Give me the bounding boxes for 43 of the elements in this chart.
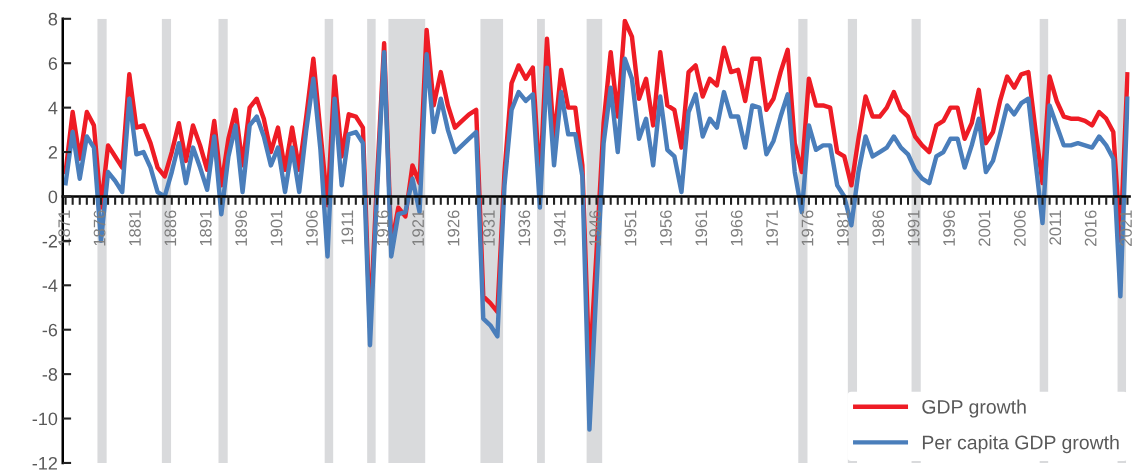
y-tick-label: -6 <box>42 323 58 337</box>
y-tick-label: 4 <box>48 101 58 115</box>
y-tick-label: 6 <box>48 57 58 70</box>
y-tick-label: -8 <box>42 368 58 381</box>
x-tick-label: 1941 <box>553 210 566 246</box>
y-tick-label: -10 <box>32 412 58 426</box>
x-tick-label: 1921 <box>412 210 425 246</box>
legend-label: GDP growth <box>922 399 1026 418</box>
x-tick-label: 1966 <box>730 210 743 246</box>
x-tick-label: 2016 <box>1084 210 1097 246</box>
x-tick-label: 1876 <box>93 210 106 246</box>
x-tick-label: 1981 <box>836 210 849 246</box>
x-tick-label: 2006 <box>1013 210 1026 246</box>
x-tick-label: 2021 <box>1120 210 1132 246</box>
legend-label: Per capita GDP growth <box>922 435 1119 454</box>
x-tick-label: 1961 <box>695 210 708 246</box>
x-tick-label: 1916 <box>376 210 389 246</box>
y-tick-label: 2 <box>48 145 57 159</box>
x-tick-label: 1956 <box>659 210 672 246</box>
y-tick-label: 0 <box>48 190 58 204</box>
x-tick-label: 2011 <box>1049 210 1062 245</box>
x-tick-label: 1881 <box>129 210 141 246</box>
x-tick-label: 1911 <box>341 210 354 245</box>
x-tick-label: 1971 <box>766 210 778 246</box>
y-tick-label: -12 <box>32 456 57 470</box>
x-tick-label: 1946 <box>589 210 601 246</box>
x-tick-label: 1986 <box>872 210 885 246</box>
x-tick-label: 1936 <box>518 210 531 246</box>
y-tick-label: -2 <box>42 234 57 248</box>
x-tick-label: 1896 <box>235 210 248 246</box>
x-tick-label: 1991 <box>907 210 920 246</box>
x-tick-label: 1976 <box>801 210 814 246</box>
x-tick-label: 1906 <box>306 210 318 246</box>
y-tick-label: -4 <box>42 279 58 292</box>
x-tick-label: 1931 <box>483 210 495 246</box>
x-tick-label: 1886 <box>164 210 177 246</box>
y-tick-label: 8 <box>48 12 58 26</box>
x-tick-label: 1926 <box>447 210 460 246</box>
x-tick-label: 1891 <box>199 210 212 246</box>
x-tick-label: 1951 <box>624 210 637 246</box>
x-tick-label: 1901 <box>270 210 283 246</box>
x-tick-label: 1996 <box>943 210 955 246</box>
x-tick-label: 2001 <box>978 210 991 246</box>
